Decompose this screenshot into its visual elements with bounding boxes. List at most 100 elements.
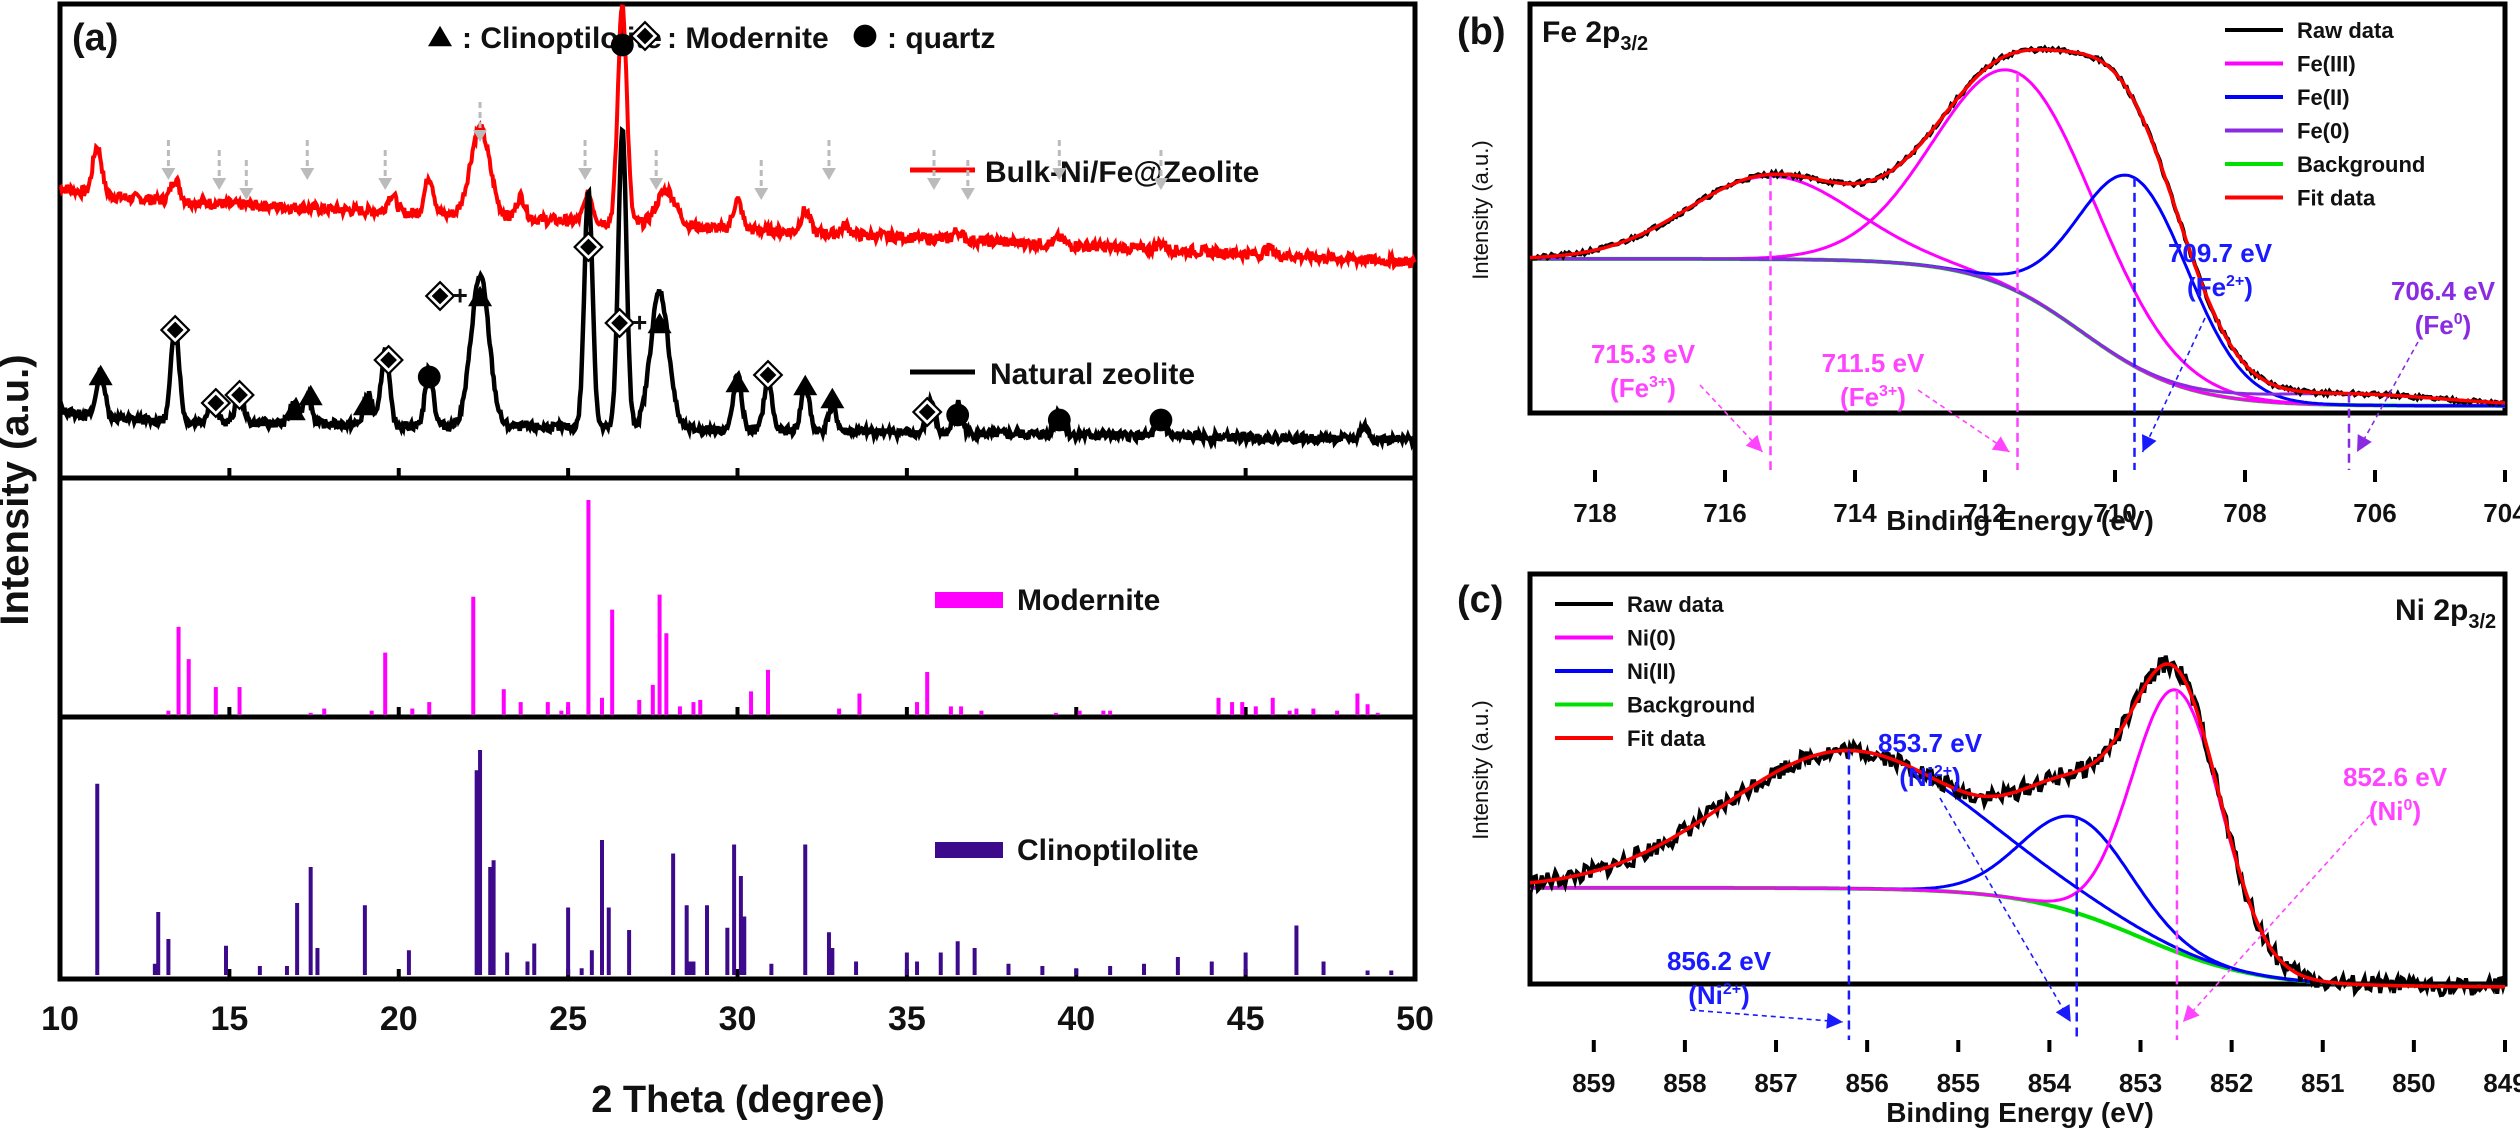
panel-c-label: (c)	[1457, 579, 1503, 621]
plus-sign: +	[632, 307, 647, 337]
species-main: (Ni	[1688, 980, 1723, 1010]
legend-label: Raw data	[2297, 18, 2394, 43]
phase-marker	[200, 387, 232, 419]
xtick-label: 40	[1057, 1000, 1095, 1038]
legend-label: Ni(0)	[1627, 626, 1676, 651]
diamond-marker	[604, 307, 635, 339]
circle-legend-icon	[853, 24, 877, 48]
diamond-inner	[636, 27, 654, 45]
species-main: (Fe	[1610, 373, 1649, 403]
species-main: (Fe	[2187, 272, 2226, 302]
diamond-marker	[373, 344, 404, 376]
triangle-marker	[725, 371, 750, 393]
gray-arrow-head	[212, 178, 227, 190]
diamond-marker	[573, 231, 604, 263]
xtick-label: 852	[2210, 1068, 2253, 1098]
gray-arrow-head	[300, 168, 315, 180]
annotation-arrow-line	[1939, 797, 2072, 1023]
diamond-marker	[911, 396, 943, 428]
xtick-label: 850	[2392, 1068, 2435, 1098]
xtick-label: 710	[2093, 498, 2136, 528]
diamond-inner	[380, 351, 397, 369]
xtick-label: 30	[719, 1000, 757, 1038]
diamond-marker	[224, 379, 255, 411]
triangle-marker	[298, 384, 323, 406]
panel-b-title-sub: 3/2	[1620, 33, 1648, 55]
circle-marker	[417, 365, 441, 389]
phase-marker	[752, 359, 784, 391]
peak-annotation-energy: 709.7 eV	[2168, 238, 2273, 268]
phase-marker	[1047, 408, 1071, 432]
species-close: )	[2244, 272, 2253, 302]
gray-arrow-head	[1153, 178, 1168, 190]
legend-label-bulk: Bulk-Ni/Fe@Zeolite	[985, 156, 1259, 189]
panel-a-xrd: (a) Intensity (a.u.) 2 Theta (degree) 10…	[0, 1, 1434, 1121]
diamond-legend-icon	[629, 20, 661, 52]
phase-marker	[298, 384, 323, 406]
species-sup: 3+	[1649, 374, 1667, 391]
phase-marker	[159, 314, 191, 346]
xtick-label: 10	[41, 1000, 79, 1038]
plus-sign: +	[452, 280, 467, 310]
gray-arrow	[960, 160, 975, 200]
species-sup: 2+	[1723, 981, 1741, 998]
diamond-inner	[918, 403, 936, 421]
fit-data-line	[1529, 47, 2506, 405]
triangle-marker	[647, 312, 672, 334]
gray-arrow-head	[378, 178, 393, 190]
legend-label-natural: Natural zeolite	[990, 358, 1195, 391]
panel-a-xlabel: 2 Theta (degree)	[591, 1079, 885, 1121]
panel-a-gray-arrows	[161, 102, 1168, 200]
gray-arrow-head	[578, 168, 593, 180]
annotation-arrow-line	[1917, 389, 2010, 453]
panel-c-frame	[1527, 571, 2508, 987]
xtick-label: 708	[2223, 498, 2266, 528]
gray-arrow-head	[926, 178, 941, 190]
peak-annotation-species: (Ni0)	[2369, 796, 2421, 826]
phase-marker	[793, 374, 818, 396]
species-sup: 3+	[1879, 383, 1897, 400]
panel-b-xlabel: Binding Energy (eV)	[1886, 505, 2154, 536]
panel-a-frame	[57, 1, 1418, 982]
annotation-arrow-line	[2182, 814, 2371, 1023]
panel-c-plot: 859 858 857 856 855 854 853 852 851 850 849 856.2 e…	[1528, 592, 2520, 1098]
annotation-arrow-head	[1745, 434, 1763, 452]
triangle-marker	[468, 285, 493, 307]
legend-label: Fe(III)	[2297, 52, 2356, 77]
diamond-inner	[431, 287, 449, 305]
species-close: )	[1952, 762, 1961, 792]
panel-c-ylabel: Intensity (a.u.)	[1468, 700, 1493, 839]
triangle-legend-icon	[428, 25, 452, 47]
modernite-legend-label: Modernite	[1017, 584, 1160, 617]
triangle-marker	[88, 364, 113, 386]
panel-b-frame	[1527, 1, 2508, 416]
panel-c-xlabel: Binding Energy (eV)	[1886, 1097, 2154, 1128]
clinoptilolite-legend-swatch	[935, 842, 1003, 858]
xtick-label: 849	[2483, 1068, 2520, 1098]
gray-arrow	[161, 140, 176, 180]
phase-marker	[573, 231, 604, 263]
xtick-label: 50	[1396, 1000, 1434, 1038]
circle-marker	[1149, 408, 1173, 432]
panel-c-title-sub: 3/2	[2468, 611, 2496, 633]
phase-marker	[946, 403, 970, 427]
diamond-inner	[166, 321, 184, 339]
peak-annotation-species: (Ni2+)	[1899, 762, 1961, 792]
species-sup: 2+	[1934, 763, 1952, 780]
xtick-label: 716	[1703, 498, 1746, 528]
species-close: )	[2463, 310, 2472, 340]
phase-marker	[417, 365, 441, 389]
species-main: (Ni	[1899, 762, 1934, 792]
legend-label: Ni(II)	[1627, 659, 1676, 684]
diamond-marker	[424, 280, 456, 312]
phase-marker	[281, 399, 306, 421]
marker-legend-item: : quartz	[853, 22, 995, 55]
xtick-label: 25	[549, 1000, 587, 1038]
gray-arrow-head	[473, 130, 488, 142]
species-main: (Fe	[2415, 310, 2454, 340]
xtick-label: 704	[2483, 498, 2520, 528]
xtick-label: 857	[1754, 1068, 1797, 1098]
xtick-label: 853	[2119, 1068, 2162, 1098]
species-close: )	[2412, 796, 2421, 826]
circle-marker	[610, 33, 634, 57]
